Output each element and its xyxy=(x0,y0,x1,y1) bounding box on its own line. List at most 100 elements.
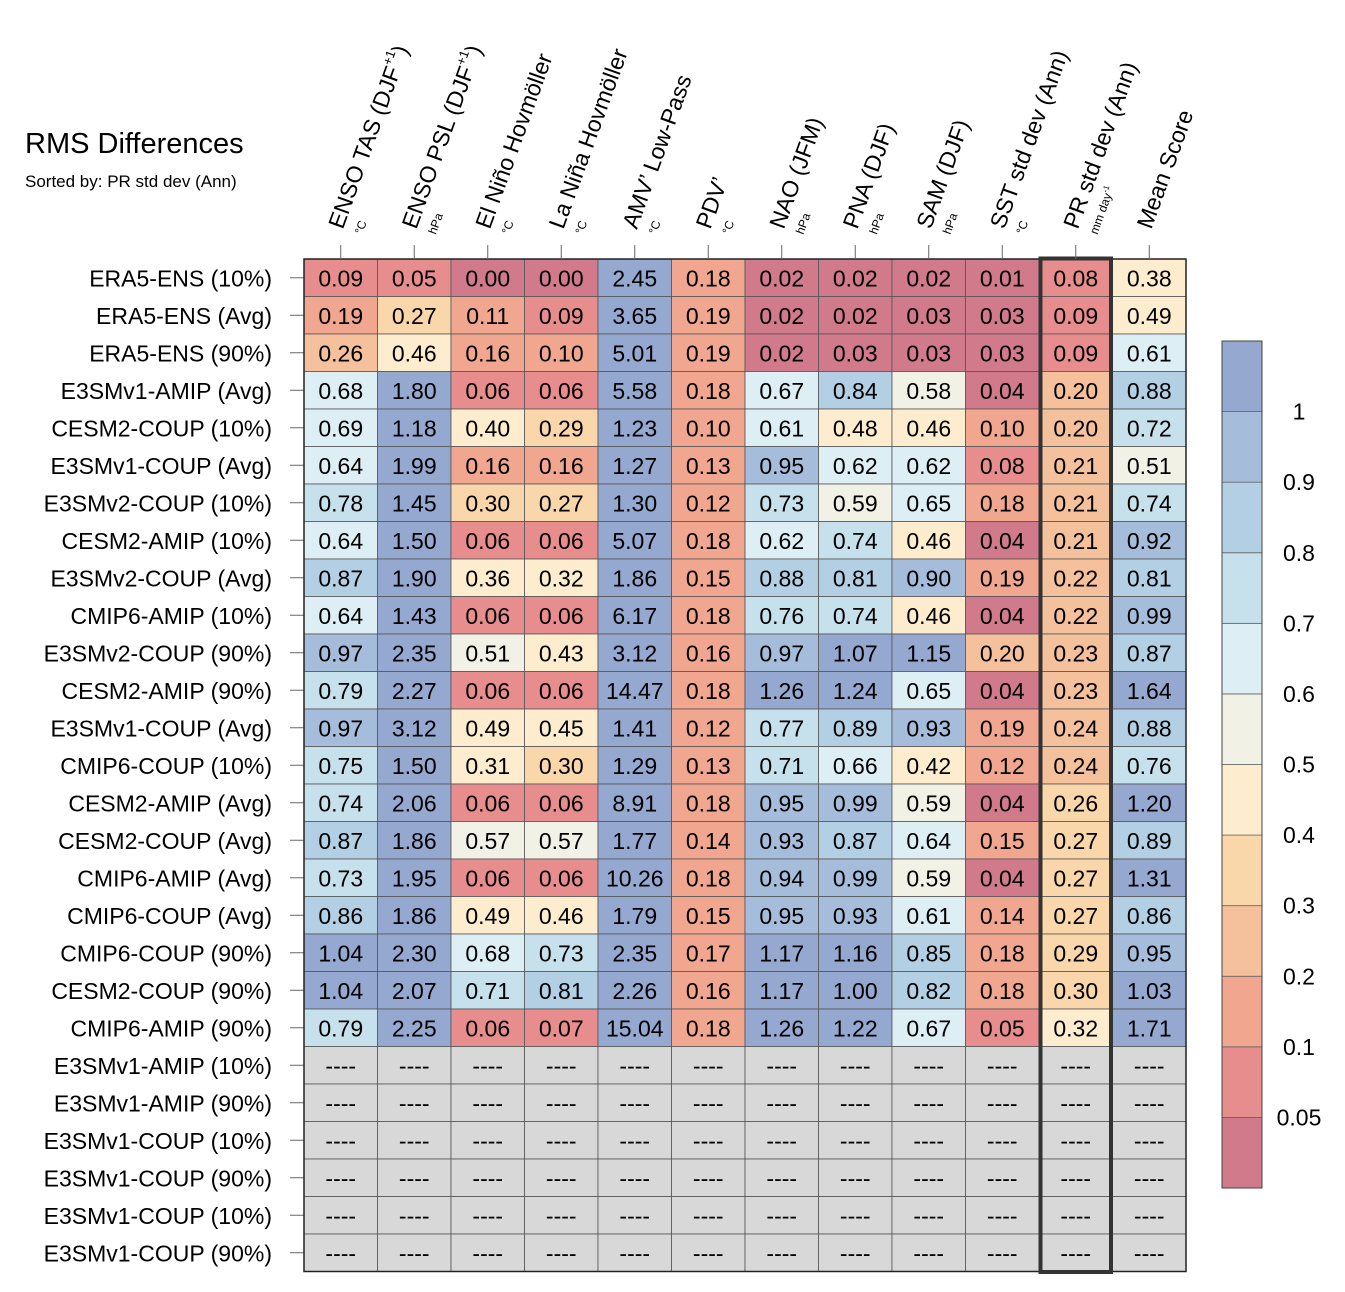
column-unit: hPa xyxy=(425,211,446,236)
cell-value: 0.89 xyxy=(833,715,878,741)
heatmap-cell xyxy=(744,858,819,897)
cell-value: 0.03 xyxy=(906,340,951,366)
cell-value: 8.91 xyxy=(612,790,657,816)
column-header: PDV’°C xyxy=(691,174,738,236)
cell-value: 14.47 xyxy=(606,678,664,704)
heatmap-cell xyxy=(377,708,452,747)
cell-value: 0.67 xyxy=(906,1015,951,1041)
cell-value: ---- xyxy=(546,1240,577,1266)
cell-value: 0.27 xyxy=(1053,828,1098,854)
cell-value: 0.09 xyxy=(318,265,363,291)
heatmap-frame xyxy=(303,258,1187,1273)
cell-value: ---- xyxy=(840,1165,871,1191)
heatmap-cell xyxy=(377,821,452,860)
cell-value: 0.06 xyxy=(539,865,584,891)
cell-value: ---- xyxy=(1134,1240,1165,1266)
cell-value: ---- xyxy=(840,1240,871,1266)
heatmap-cell xyxy=(1112,746,1187,785)
heatmap-cell xyxy=(524,1158,599,1197)
cell-value: 1.30 xyxy=(612,490,657,516)
cell-value: ---- xyxy=(1134,1128,1165,1154)
colorbar-label: 0.4 xyxy=(1283,822,1315,848)
cell-value: ---- xyxy=(840,1128,871,1154)
cell-value: 2.30 xyxy=(392,940,437,966)
cell-value: 1.17 xyxy=(759,940,804,966)
cell-value: 0.32 xyxy=(1053,1015,1098,1041)
heatmap-cell xyxy=(818,783,893,822)
cell-value: 0.24 xyxy=(1053,715,1098,741)
row-label: E3SMv1-AMIP (90%) xyxy=(54,1090,272,1116)
cell-value: 0.43 xyxy=(539,640,584,666)
cell-value: 0.18 xyxy=(686,378,731,404)
heatmap-cell xyxy=(524,521,599,560)
heatmap-cell xyxy=(891,258,966,297)
row-label: ERA5-ENS (Avg) xyxy=(96,303,272,329)
cell-value: 0.61 xyxy=(1127,340,1172,366)
cell-value: ---- xyxy=(1134,1203,1165,1229)
heatmap-cell xyxy=(377,1008,452,1047)
cell-value: ---- xyxy=(766,1090,797,1116)
heatmap-cell xyxy=(303,708,378,747)
heatmap-cell xyxy=(965,671,1040,710)
heatmap-cell xyxy=(377,1083,452,1122)
cell-value: 0.42 xyxy=(906,753,951,779)
cell-value: 0.22 xyxy=(1053,565,1098,591)
cell-value: 0.61 xyxy=(759,415,804,441)
row-label: E3SMv1-AMIP (Avg) xyxy=(61,378,272,404)
cell-value: ---- xyxy=(987,1240,1018,1266)
chart-title: RMS Differences xyxy=(25,128,244,160)
heatmap-cell xyxy=(524,333,599,372)
colorbar-swatch xyxy=(1221,693,1263,765)
heatmap-cell xyxy=(744,596,819,635)
cell-value: ---- xyxy=(325,1240,356,1266)
heatmap-cell xyxy=(965,296,1040,335)
cell-value: ---- xyxy=(472,1165,503,1191)
cell-value: 1.16 xyxy=(833,940,878,966)
heatmap-cell xyxy=(671,671,746,710)
heatmap-cell xyxy=(450,408,525,447)
heatmap-cell xyxy=(524,971,599,1010)
heatmap-cell xyxy=(597,933,672,972)
cell-value: 1.80 xyxy=(392,378,437,404)
cell-value: ---- xyxy=(1060,1128,1091,1154)
cell-value: 6.17 xyxy=(612,603,657,629)
heatmap-cell xyxy=(377,896,452,935)
heatmap-cell xyxy=(891,671,966,710)
heatmap-cell xyxy=(450,1008,525,1047)
colorbar-label: 0.8 xyxy=(1283,540,1315,566)
cell-value: 1.00 xyxy=(833,978,878,1004)
cell-value: 0.03 xyxy=(833,340,878,366)
cell-value: ---- xyxy=(913,1203,944,1229)
column-unit: °C xyxy=(719,218,737,236)
cell-value: ---- xyxy=(913,1090,944,1116)
cell-value: 0.65 xyxy=(906,678,951,704)
heatmap-cell xyxy=(524,1121,599,1160)
cell-value: 1.03 xyxy=(1127,978,1172,1004)
cell-value: 0.20 xyxy=(1053,378,1098,404)
cell-value: 0.03 xyxy=(980,340,1025,366)
cell-value: ---- xyxy=(693,1203,724,1229)
heatmap-cell xyxy=(1112,446,1187,485)
heatmap-cell xyxy=(450,671,525,710)
column-label: SAM (DJF) xyxy=(911,116,974,232)
cell-value: 2.25 xyxy=(392,1015,437,1041)
heatmap-cell xyxy=(671,858,746,897)
heatmap-cell xyxy=(818,746,893,785)
cell-value: 0.09 xyxy=(1053,303,1098,329)
cell-value: 0.18 xyxy=(980,490,1025,516)
row-label: CESM2-AMIP (10%) xyxy=(62,528,272,554)
heatmap-cell xyxy=(1038,1196,1113,1235)
cell-value: ---- xyxy=(1060,1053,1091,1079)
heatmap-cell xyxy=(965,821,1040,860)
heatmap-cell xyxy=(671,333,746,372)
heatmap-cell xyxy=(303,971,378,1010)
heatmap-cell xyxy=(377,1196,452,1235)
cell-value: 0.08 xyxy=(980,453,1025,479)
heatmap-cell xyxy=(450,783,525,822)
cell-value: 0.31 xyxy=(465,753,510,779)
cell-value: 0.18 xyxy=(980,978,1025,1004)
cell-value: 0.16 xyxy=(465,453,510,479)
cell-value: 0.18 xyxy=(980,940,1025,966)
heatmap-cell xyxy=(671,521,746,560)
heatmap-cell xyxy=(450,858,525,897)
